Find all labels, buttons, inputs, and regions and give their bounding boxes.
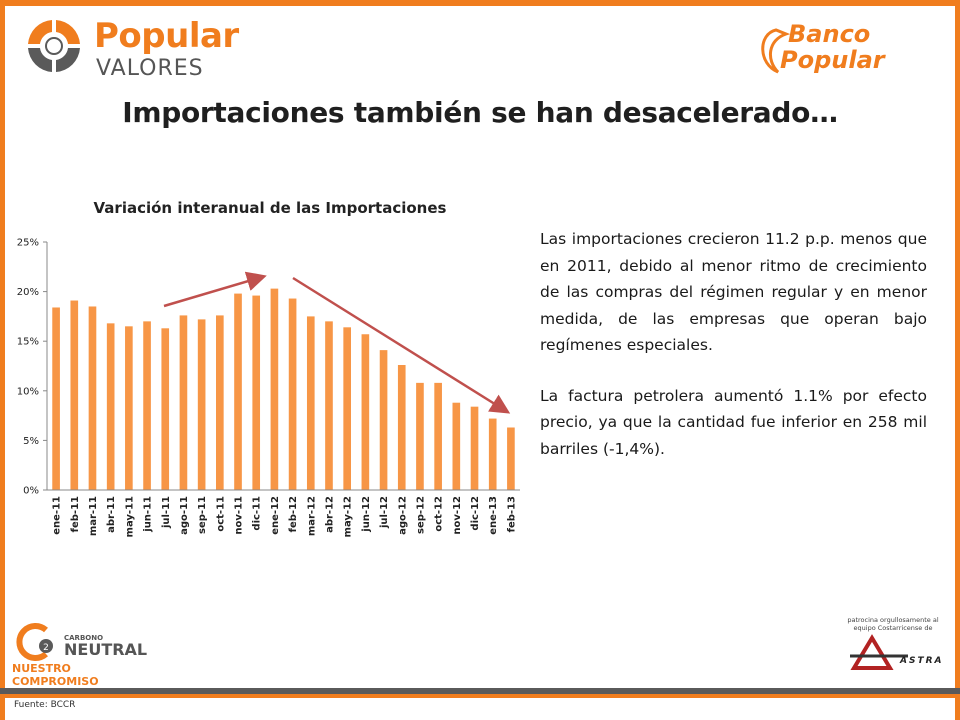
bottom-gray-bar [0,688,960,694]
x-tick-label: may-11 [124,496,135,537]
bar-oct-12 [434,382,442,490]
commentary-paragraph-2: La factura petrolera aumentó 1.1% por ef… [540,386,927,458]
y-tick-label: 25% [17,238,39,249]
x-tick-label: dic-11 [252,496,263,531]
x-tick-label: jun-12 [361,496,372,533]
logo-left-brand: Popular [94,16,239,56]
co2-big-label: NEUTRAL [64,640,148,659]
x-tick-label: sep-11 [197,496,208,534]
bar-feb-13 [507,427,515,490]
bar-jul-12 [379,350,388,490]
y-tick-label: 20% [17,287,39,298]
x-tick-label: dic-12 [470,496,481,531]
bar-nov-12 [452,402,461,490]
bar-nov-11 [234,293,242,490]
commentary-paragraph-1: Las importaciones crecieron 11.2 p.p. me… [540,230,927,354]
y-tick-label: 0% [23,486,39,497]
x-tick-label: feb-13 [506,496,517,532]
bar-jun-12 [361,334,370,490]
bar-sep-11 [197,319,206,490]
x-tick-label: jun-11 [143,496,154,533]
banco-popular-logo: Banco Popular [756,18,926,82]
bar-ene-11 [52,307,60,490]
logo-left-sub: VALORES [96,56,204,81]
x-tick-label: sep-12 [415,496,426,534]
source-note: Fuente: BCCR [14,700,76,710]
bar-abr-12 [325,321,333,490]
top-frame-bar [0,0,960,6]
y-tick-label: 10% [17,386,39,397]
x-tick-label: mar-11 [88,496,99,536]
co2-small-label: CARBONO [64,634,104,642]
left-frame-bar [0,0,5,720]
bar-feb-11 [70,300,79,490]
x-tick-label: feb-11 [70,496,81,532]
popular-valores-emblem-icon [28,20,80,72]
x-tick-label: oct-12 [434,496,445,532]
x-tick-label: ene-11 [52,496,63,535]
bar-jul-11 [161,328,170,490]
x-tick-label: feb-12 [288,496,299,532]
page-title: Importaciones también se han desacelerad… [122,96,838,129]
bottom-orange-bar [0,694,960,698]
bar-may-12 [343,327,351,490]
x-tick-label: ene-12 [270,496,281,535]
y-tick-label: 15% [17,337,39,348]
co2-slogan: NUESTRO COMPROMISO [12,662,99,688]
popular-valores-logo: Popular VALORES [20,12,240,82]
bar-dic-11 [252,295,261,490]
x-tick-label: abr-11 [106,496,117,533]
x-tick-label: ene-13 [488,496,499,535]
bar-ene-12 [270,288,279,490]
x-tick-label: ago-11 [179,496,190,535]
bar-may-11 [125,326,133,490]
astra-emblem-icon [850,634,908,670]
bar-abr-11 [106,323,115,490]
x-tick-label: nov-12 [452,496,463,535]
x-tick-label: abr-12 [324,496,335,533]
chart-title: Variación interanual de las Importacione… [93,199,447,217]
x-tick-label: jul-12 [379,496,390,529]
right-frame-bar [955,0,960,720]
x-tick-label: jul-11 [161,496,172,529]
carbono-neutral-logo: 2 CARBONO NEUTRAL NUESTRO COMPROMISO [12,620,152,688]
x-tick-label: nov-11 [234,496,245,535]
banco-popular-swoosh-icon [761,28,791,74]
x-tick-label: may-12 [343,496,354,537]
bar-ene-13 [488,418,497,490]
bar-ago-12 [397,365,406,490]
astra-sponsor-logo: patrocina orgullosamente al equipo Costa… [838,612,948,672]
bar-ago-11 [179,315,188,490]
commentary-text: Las importaciones crecieron 11.2 p.p. me… [540,226,927,462]
imports-bar-chart: 0% 5% 10% 15% 20% 25% ene-11 feb-11 mar-11 abr-1… [17,238,520,537]
bar-mar-11 [88,306,97,490]
sponsor-brand: ASTRA [900,656,944,666]
x-tick-label: ago-12 [397,496,408,535]
sponsor-text: patrocina orgullosamente al equipo Costa… [847,616,939,632]
bar-sep-12 [416,382,424,490]
x-tick-label: mar-12 [306,496,317,536]
bar-oct-11 [216,315,224,490]
co2-neutral-icon: 2 [16,623,53,661]
bar-feb-12 [288,298,297,490]
bar-jun-11 [143,321,151,490]
logo-right-line1: Banco [788,20,871,48]
y-tick-label: 5% [23,436,39,447]
downtrend-arrow [292,276,511,414]
svg-text:2: 2 [43,643,49,653]
bar-mar-12 [306,316,315,490]
uptrend-arrow [163,271,267,308]
bar-dic-12 [470,406,479,490]
logo-right-line2: Popular [780,46,885,74]
x-tick-label: oct-11 [215,496,226,532]
